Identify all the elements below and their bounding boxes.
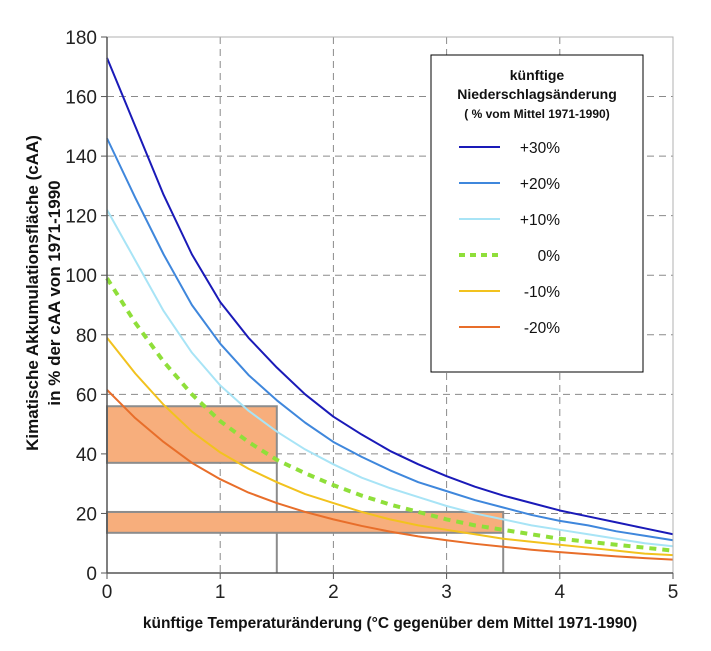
x-tick-label-3: 3 — [441, 582, 452, 603]
y-axis-label-line1: Kimatische Akkumulationsfläche (cAA) — [23, 135, 42, 451]
legend-label-1: +20% — [520, 176, 560, 193]
axes — [106, 36, 674, 574]
legend-label-5: -20% — [524, 320, 560, 337]
y-tick-label-1: 20 — [76, 504, 97, 525]
legend-title-line2: Niederschlagsänderung — [457, 86, 617, 102]
x-tick-labels: 0 1 2 3 4 5 — [102, 573, 679, 603]
x-tick-label-5: 5 — [668, 582, 679, 603]
y-tick-label-6: 120 — [65, 207, 97, 228]
y-tick-labels: 0 20 40 60 80 100 120 140 160 180 — [65, 28, 107, 585]
legend-label-3: 0% — [538, 248, 561, 265]
series-line-1 — [106, 137, 674, 542]
series-line-2 — [106, 209, 674, 548]
y-tick-label-7: 140 — [65, 147, 97, 168]
y-tick-label-3: 60 — [76, 385, 97, 406]
legend-label-2: +10% — [520, 212, 560, 229]
series-line-4 — [106, 337, 674, 557]
legend-label-4: -10% — [524, 284, 560, 301]
x-tick-label-4: 4 — [555, 582, 566, 603]
y-tick-label-8: 160 — [65, 88, 97, 109]
legend-subtitle: ( % vom Mittel 1971-1990) — [464, 107, 609, 121]
y-tick-label-0: 0 — [86, 564, 97, 585]
y-tick-label-9: 180 — [65, 28, 97, 49]
legend-label-0: +30% — [520, 140, 560, 157]
legend-box — [430, 54, 644, 373]
x-tick-label-0: 0 — [102, 582, 113, 603]
series-line-3 — [105, 277, 674, 553]
y-axis-label-line2: in % der cAA von 1971-1990 — [45, 180, 64, 405]
data-series — [105, 57, 674, 561]
legend-entries: +30% +20% +10% 0% -10% -20% — [459, 140, 560, 337]
x-tick-label-2: 2 — [328, 582, 339, 603]
series-line-0 — [106, 57, 674, 536]
series-line-5 — [106, 389, 674, 561]
legend: künftige Niederschlagsänderung ( % vom M… — [430, 54, 644, 373]
legend-title-line1: künftige — [510, 67, 565, 83]
y-tick-label-4: 80 — [76, 326, 97, 347]
x-tick-label-1: 1 — [215, 582, 226, 603]
y-tick-label-2: 40 — [76, 445, 97, 466]
y-tick-label-5: 100 — [65, 266, 97, 287]
x-axis-label: künftige Temperaturänderung (°C gegenübe… — [143, 615, 637, 632]
